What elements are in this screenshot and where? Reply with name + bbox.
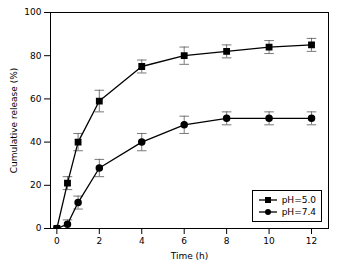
svg-text:80: 80 xyxy=(30,51,42,61)
svg-text:12: 12 xyxy=(306,236,317,246)
svg-text:Time (h): Time (h) xyxy=(170,251,209,261)
html-text:pH=5.0: pH=5.0 xyxy=(281,195,316,205)
svg-text:6: 6 xyxy=(181,236,187,246)
svg-text:Cumulative release (%): Cumulative release (%) xyxy=(9,68,19,173)
svg-text:10: 10 xyxy=(263,236,275,246)
svg-text:4: 4 xyxy=(139,236,145,246)
svg-text:8: 8 xyxy=(224,236,230,246)
svg-text:20: 20 xyxy=(30,180,42,190)
svg-text:60: 60 xyxy=(30,94,42,104)
svg-text:100: 100 xyxy=(24,7,41,17)
html-text:pH=7.4: pH=7.4 xyxy=(281,207,316,217)
svg-text:0: 0 xyxy=(36,223,42,233)
svg-text:0: 0 xyxy=(54,236,60,246)
svg-text:40: 40 xyxy=(30,137,42,147)
svg-text:2: 2 xyxy=(96,236,102,246)
